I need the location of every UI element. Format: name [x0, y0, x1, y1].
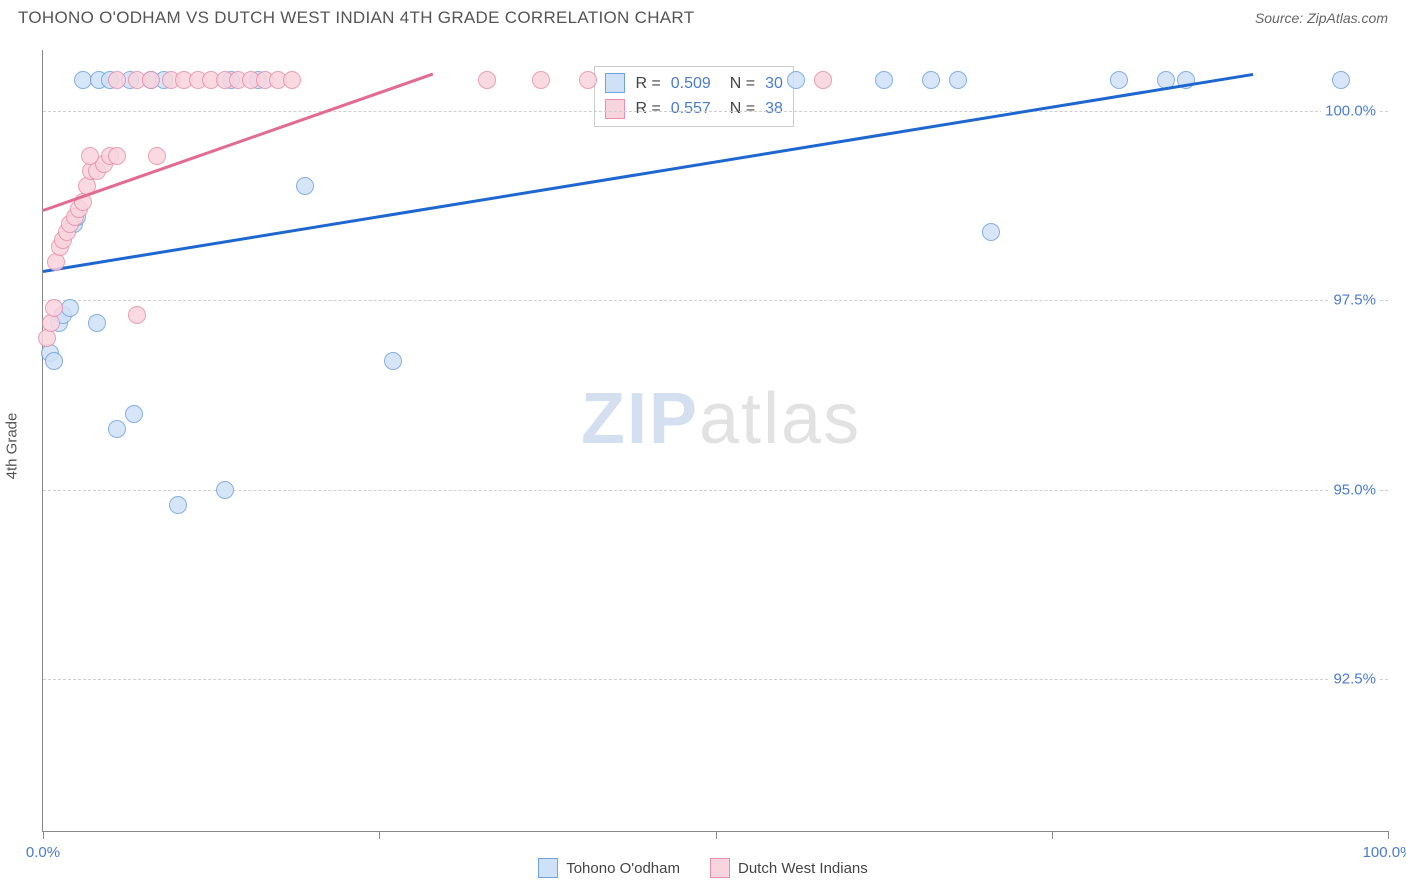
stats-r-label: R =: [635, 71, 660, 97]
y-tick-label: 92.5%: [1329, 671, 1380, 688]
series-swatch: [605, 99, 625, 119]
scatter-point: [125, 405, 143, 423]
scatter-point: [47, 253, 65, 271]
bottom-legend: Tohono O'odham Dutch West Indians: [0, 858, 1406, 878]
scatter-point: [81, 147, 99, 165]
scatter-point: [108, 420, 126, 438]
scatter-point: [384, 352, 402, 370]
scatter-point: [216, 481, 234, 499]
scatter-point: [787, 71, 805, 89]
scatter-point: [814, 71, 832, 89]
gridline: [43, 679, 1388, 680]
stats-n-label: N =: [721, 71, 755, 97]
stats-n-value: 30: [765, 71, 783, 97]
scatter-point: [88, 314, 106, 332]
trend-line: [43, 73, 434, 212]
scatter-point: [296, 177, 314, 195]
plot-region: ZIPatlas R = 0.509 N = 30R = 0.557 N = 3…: [42, 50, 1388, 832]
x-tick: [716, 831, 717, 839]
watermark: ZIPatlas: [581, 378, 861, 460]
legend-swatch: [710, 858, 730, 878]
x-tick: [1388, 831, 1389, 839]
scatter-point: [128, 306, 146, 324]
gridline: [43, 490, 1388, 491]
legend-label: Dutch West Indians: [738, 860, 868, 877]
legend-item: Tohono O'odham: [538, 858, 680, 878]
scatter-point: [61, 299, 79, 317]
scatter-point: [922, 71, 940, 89]
stats-r-value: 0.509: [671, 71, 711, 97]
scatter-point: [579, 71, 597, 89]
y-tick-label: 97.5%: [1329, 292, 1380, 309]
x-tick: [1052, 831, 1053, 839]
y-axis-label: 4th Grade: [4, 413, 21, 480]
stats-legend-box: R = 0.509 N = 30R = 0.557 N = 38: [594, 66, 793, 127]
y-tick-label: 100.0%: [1321, 102, 1380, 119]
chart-area: ZIPatlas R = 0.509 N = 30R = 0.557 N = 3…: [42, 50, 1388, 832]
series-swatch: [605, 73, 625, 93]
scatter-point: [1332, 71, 1350, 89]
source-attribution: Source: ZipAtlas.com: [1255, 10, 1388, 26]
scatter-point: [142, 71, 160, 89]
legend-label: Tohono O'odham: [566, 860, 680, 877]
stats-r-label: R =: [635, 96, 660, 122]
scatter-point: [1110, 71, 1128, 89]
legend-swatch: [538, 858, 558, 878]
stats-n-label: N =: [721, 96, 755, 122]
y-tick-label: 95.0%: [1329, 481, 1380, 498]
x-tick: [43, 831, 44, 839]
watermark-atlas: atlas: [699, 379, 861, 459]
gridline: [43, 111, 1388, 112]
scatter-point: [108, 147, 126, 165]
stats-row: R = 0.509 N = 30: [605, 71, 782, 97]
stats-n-value: 38: [765, 96, 783, 122]
scatter-point: [982, 223, 1000, 241]
legend-item: Dutch West Indians: [710, 858, 868, 878]
scatter-point: [108, 71, 126, 89]
stats-row: R = 0.557 N = 38: [605, 96, 782, 122]
scatter-point: [283, 71, 301, 89]
scatter-point: [949, 71, 967, 89]
scatter-point: [45, 299, 63, 317]
scatter-point: [45, 352, 63, 370]
gridline: [43, 300, 1388, 301]
watermark-zip: ZIP: [581, 379, 699, 459]
stats-r-value: 0.557: [671, 96, 711, 122]
scatter-point: [478, 71, 496, 89]
scatter-point: [38, 329, 56, 347]
scatter-point: [169, 496, 187, 514]
x-tick: [379, 831, 380, 839]
scatter-point: [42, 314, 60, 332]
scatter-point: [148, 147, 166, 165]
scatter-point: [532, 71, 550, 89]
chart-title: TOHONO O'ODHAM VS DUTCH WEST INDIAN 4TH …: [18, 8, 694, 28]
scatter-point: [875, 71, 893, 89]
